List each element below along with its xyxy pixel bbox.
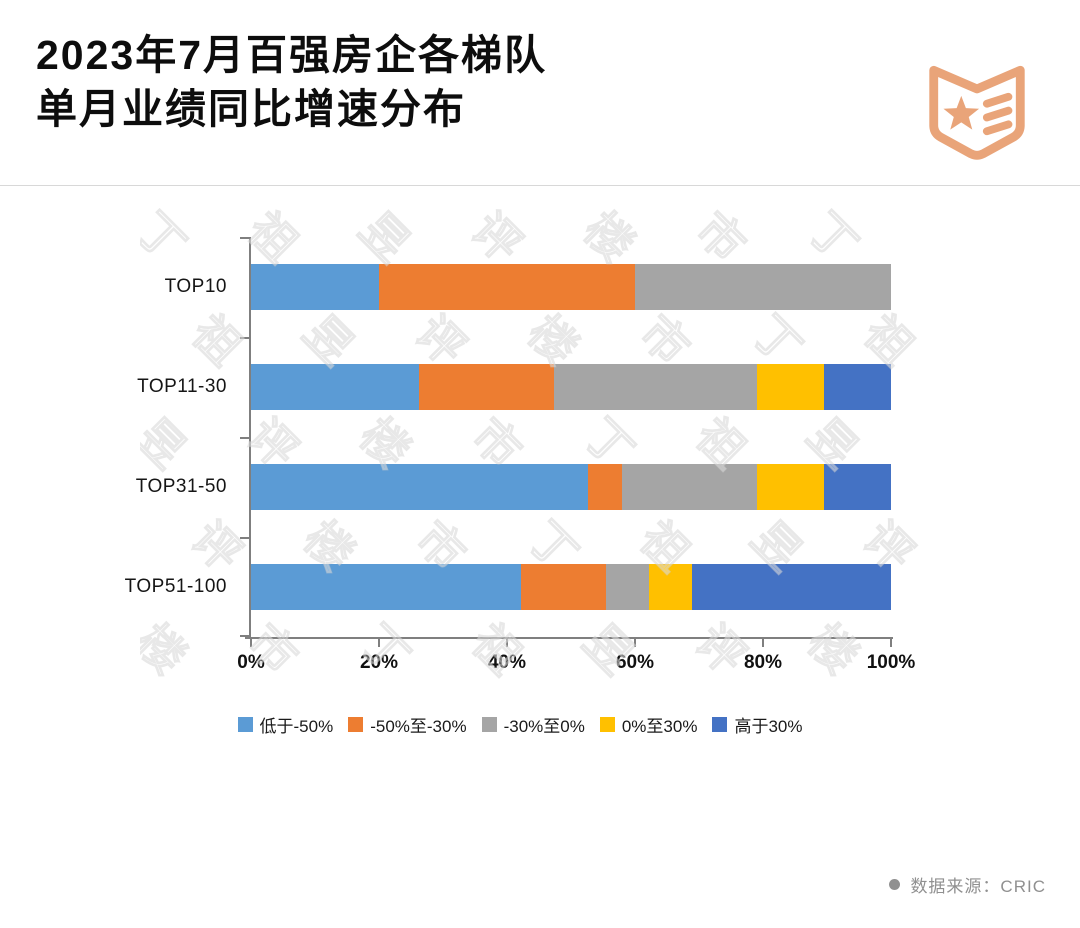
legend-label: 高于30% — [734, 717, 803, 736]
bar-segment — [606, 564, 650, 610]
x-axis-tick — [634, 639, 636, 647]
bar-segment — [251, 364, 420, 410]
legend-swatch — [348, 717, 364, 732]
x-axis-line — [245, 637, 893, 639]
legend-label: -30%至0% — [503, 717, 585, 736]
y-axis-tick — [240, 635, 249, 637]
bar-row — [251, 237, 891, 337]
bar-segment — [756, 464, 824, 510]
bar-segment — [587, 464, 622, 510]
x-tick-label: 20% — [359, 652, 399, 673]
x-axis-tick — [890, 639, 892, 647]
x-axis-tick — [506, 639, 508, 647]
stacked-bar — [251, 464, 891, 510]
page-title: 2023年7月百强房企各梯队 单月业绩同比增速分布 — [36, 28, 547, 136]
y-axis-tick — [240, 537, 249, 539]
x-tick-label: 40% — [487, 652, 527, 673]
legend-item: 高于30% — [712, 712, 802, 737]
x-axis-tick — [378, 639, 380, 647]
legend-swatch — [237, 717, 253, 732]
category-label: TOP31-50 — [135, 476, 227, 497]
page-title-line1: 2023年7月百强房企各梯队 — [36, 32, 548, 78]
y-labels: TOP10 TOP11-30 TOP31-50 TOP51-100 — [0, 237, 239, 637]
x-tick-label: 80% — [743, 652, 783, 673]
bar-segment — [251, 464, 588, 510]
bar-row — [251, 337, 891, 437]
plot-area — [240, 237, 891, 638]
bar-segment — [756, 364, 824, 410]
page-title-line2: 单月业绩同比增速分布 — [36, 86, 466, 133]
header-divider — [0, 185, 1080, 186]
open-book-star-logo-icon — [929, 65, 1025, 160]
legend: 低于-50% -50%至-30% -30%至0% 0%至30% 高于30% — [140, 712, 900, 737]
category-label: TOP51-100 — [124, 576, 227, 597]
stacked-bar — [251, 364, 891, 410]
bar-rows — [251, 237, 891, 637]
stacked-bar — [251, 264, 891, 310]
bar-segment — [635, 264, 891, 310]
category-label: TOP10 — [164, 276, 227, 297]
bar-segment — [554, 364, 757, 410]
category-label: TOP11-30 — [137, 376, 227, 397]
legend-item: -50%至-30% — [348, 712, 467, 737]
x-tick-label: 60% — [615, 652, 655, 673]
x-tick-label: 100% — [866, 652, 916, 673]
legend-label: -50%至-30% — [370, 717, 467, 736]
legend-swatch — [712, 717, 728, 732]
x-axis-tick — [250, 639, 252, 647]
stacked-bar — [251, 564, 891, 610]
bar-row — [251, 437, 891, 537]
bar-segment — [379, 264, 635, 310]
legend-item: -30%至0% — [481, 712, 585, 737]
bar-segment — [251, 264, 379, 310]
bar-segment — [419, 364, 555, 410]
x-axis-tick — [762, 639, 764, 647]
legend-swatch — [481, 717, 497, 732]
bar-segment — [649, 564, 692, 610]
bar-segment — [251, 564, 522, 610]
legend-item: 低于-50% — [237, 712, 334, 737]
y-axis-tick — [240, 437, 249, 439]
y-axis-tick — [240, 237, 249, 239]
source-text: 数据来源：CRIC — [910, 877, 1046, 896]
legend-item: 0%至30% — [599, 712, 698, 737]
y-axis-line — [249, 237, 251, 638]
bar-segment — [823, 464, 891, 510]
y-axis-tick — [240, 337, 249, 339]
legend-swatch — [599, 717, 615, 732]
footer: 数据来源：CRIC — [889, 872, 1046, 897]
bar-segment — [621, 464, 757, 510]
bar-row — [251, 537, 891, 637]
x-tick-label: 0% — [237, 652, 265, 673]
bar-segment — [521, 564, 607, 610]
source-bullet-icon — [889, 879, 901, 890]
legend-label: 0%至30% — [621, 717, 698, 736]
bar-segment — [823, 364, 891, 410]
legend-label: 低于-50% — [259, 717, 334, 736]
bar-segment — [691, 564, 891, 610]
